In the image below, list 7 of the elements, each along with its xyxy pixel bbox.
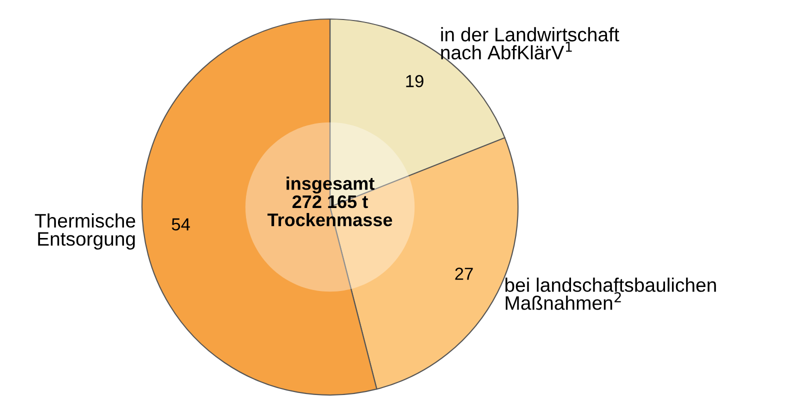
- text: insgesamt 272 165 t Trockenmasse: [267, 176, 392, 226]
- slice-label: bei landschaftsbaulichen Maßnahmen$^{2}$: [505, 278, 716, 310]
- slice-label: in der Landwirtschaft nach AbfKlärV$^{1}$: [441, 27, 620, 60]
- data-label: 27: [455, 268, 473, 280]
- data-label: 54: [172, 218, 190, 231]
- data-label: 19: [406, 74, 424, 88]
- slice-label: Thermische Entsorgung: [34, 213, 136, 250]
